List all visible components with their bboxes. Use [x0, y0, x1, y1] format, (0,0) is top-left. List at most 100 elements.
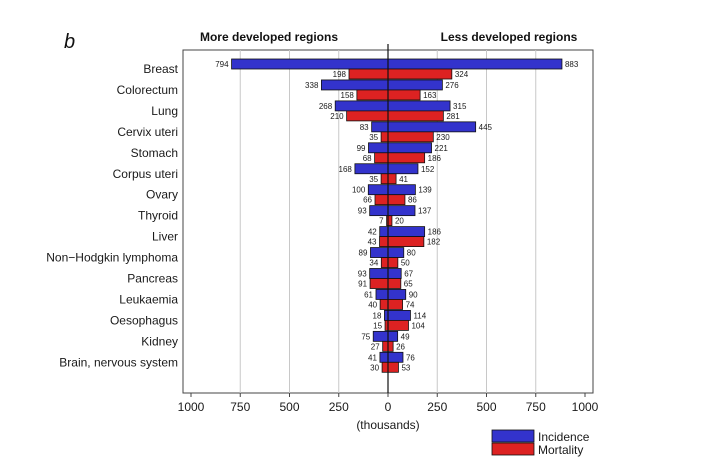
x-tick-label: 250 — [427, 400, 447, 414]
incidence-bar — [387, 309, 411, 321]
incidence-bar — [387, 247, 405, 258]
legend-label-incidence: Incidence — [538, 430, 590, 444]
category-label: Stomach — [131, 146, 178, 160]
data-labels: 7941988833243381582761632682103152818335… — [215, 60, 579, 372]
mortality-bar — [374, 194, 389, 206]
data-label: 99 — [357, 144, 366, 153]
incidence-bar — [354, 163, 389, 175]
data-label: 158 — [341, 91, 355, 100]
category-label: Colorectum — [117, 83, 178, 97]
data-label: 49 — [401, 332, 410, 341]
legend-swatch-incidence — [491, 429, 535, 443]
data-label: 186 — [428, 228, 442, 237]
mortality-bar — [356, 89, 389, 101]
data-label: 152 — [421, 165, 435, 174]
category-label: Leukaemia — [119, 292, 178, 306]
mortality-bar — [374, 152, 389, 164]
data-label: 794 — [215, 60, 229, 69]
right-heading: Less developed regions — [441, 30, 578, 44]
incidence-bar — [387, 289, 407, 300]
data-label: 168 — [339, 165, 353, 174]
legend: Incidence Mortality — [491, 429, 590, 457]
data-label: 76 — [406, 353, 415, 362]
incidence-bar — [334, 100, 389, 112]
category-label: Corpus uteri — [113, 167, 178, 181]
data-label: 41 — [368, 353, 377, 362]
legend-label-mortality: Mortality — [538, 443, 583, 457]
data-label: 315 — [453, 102, 467, 111]
mortality-bar — [382, 340, 389, 352]
incidence-bar — [387, 58, 563, 70]
incidence-bar — [387, 184, 416, 196]
data-label: 74 — [406, 300, 415, 309]
data-label: 41 — [399, 175, 408, 184]
incidence-bar — [387, 100, 451, 112]
data-label: 89 — [359, 249, 368, 258]
incidence-bar — [387, 226, 426, 238]
incidence-bar — [387, 79, 443, 91]
data-label: 7 — [379, 217, 384, 226]
left-heading: More developed regions — [200, 30, 338, 44]
data-label: 883 — [565, 60, 579, 69]
incidence-bar — [387, 163, 419, 175]
panel-label: b — [64, 31, 75, 53]
category-label: Cervix uteri — [117, 125, 178, 139]
x-tick-label: 500 — [279, 400, 299, 414]
data-label: 137 — [418, 207, 432, 216]
data-label: 50 — [401, 259, 410, 268]
x-ticks: 1000 750 500 250 0 250 500 750 1000 — [178, 393, 599, 414]
x-tick-label: 0 — [385, 400, 392, 414]
mortality-bar — [387, 278, 402, 289]
data-label: 93 — [358, 270, 367, 279]
data-label: 445 — [479, 123, 493, 132]
mortality-bar — [379, 299, 389, 310]
x-tick-label: 500 — [476, 400, 496, 414]
data-label: 91 — [358, 280, 367, 289]
category-label: Breast — [143, 62, 178, 76]
mortality-bar — [387, 68, 453, 80]
category-label: Brain, nervous system — [59, 355, 178, 369]
x-tick-label: 1000 — [572, 400, 599, 414]
incidence-bar — [387, 330, 399, 342]
data-label: 83 — [360, 123, 369, 132]
data-label: 114 — [413, 311, 426, 320]
data-label: 42 — [368, 228, 377, 237]
mortality-bar — [387, 110, 444, 122]
mortality-bar — [381, 361, 389, 373]
category-label: Kidney — [141, 334, 178, 348]
category-label: Oesophagus — [110, 313, 178, 327]
category-label: Thyroid — [138, 209, 178, 223]
bars — [231, 58, 563, 373]
mortality-bar — [387, 340, 394, 352]
data-label: 210 — [330, 112, 344, 121]
incidence-bar — [321, 79, 389, 91]
data-label: 61 — [364, 290, 373, 299]
incidence-bar — [379, 226, 389, 238]
incidence-bar — [387, 121, 477, 133]
data-label: 198 — [333, 70, 347, 79]
data-label: 104 — [411, 321, 425, 330]
incidence-bar — [369, 268, 389, 279]
data-label: 86 — [408, 196, 417, 205]
data-label: 93 — [358, 207, 367, 216]
data-label: 18 — [373, 311, 382, 320]
data-label: 66 — [363, 196, 372, 205]
x-axis-label: (thousands) — [356, 418, 419, 432]
mortality-bar — [379, 236, 389, 248]
incidence-bar — [387, 205, 416, 217]
x-tick-label: 1000 — [178, 400, 205, 414]
data-label: 43 — [368, 238, 377, 247]
incidence-bar — [372, 330, 389, 342]
mortality-bar — [387, 319, 409, 331]
data-label: 15 — [373, 321, 382, 330]
data-label: 324 — [455, 70, 469, 79]
mortality-bar — [387, 194, 406, 206]
x-tick-label: 750 — [230, 400, 250, 414]
incidence-bar — [231, 58, 389, 70]
data-label: 281 — [446, 112, 460, 121]
incidence-bar — [375, 289, 389, 300]
incidence-bar — [387, 142, 432, 154]
incidence-bar — [368, 142, 389, 154]
data-label: 163 — [423, 91, 437, 100]
mortality-bar — [387, 89, 421, 101]
